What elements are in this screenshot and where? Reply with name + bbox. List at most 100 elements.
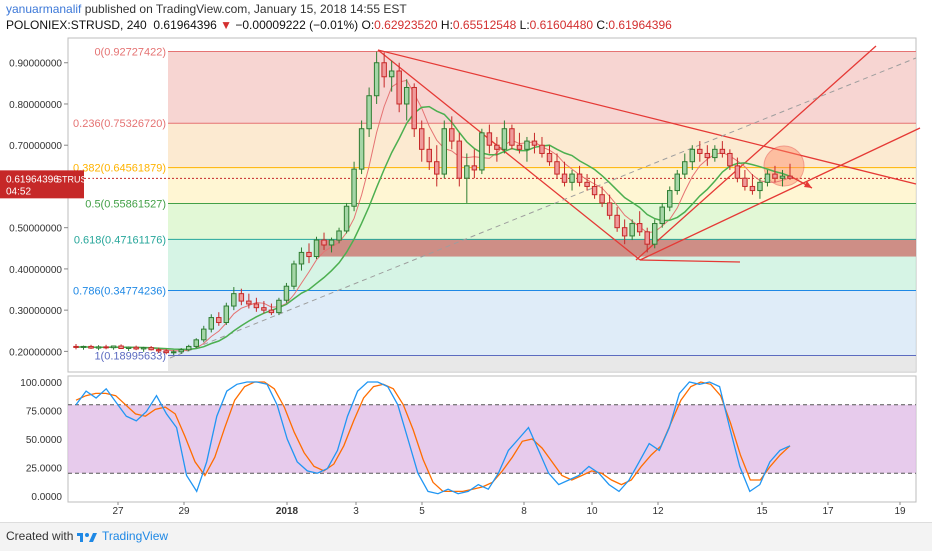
candle-body bbox=[667, 190, 673, 208]
candle-body bbox=[336, 230, 342, 241]
fib-band bbox=[168, 355, 916, 372]
y-tick-label: 0.90000000 bbox=[9, 59, 62, 70]
fib-band bbox=[168, 203, 916, 240]
trend-line bbox=[639, 259, 741, 263]
tradingview-logo-icon[interactable] bbox=[76, 530, 98, 544]
candle-body bbox=[125, 346, 132, 349]
fib-label-0.786: 0.786(0.34774236) bbox=[73, 285, 166, 297]
candle-body bbox=[291, 263, 297, 287]
fib-label-0: 0(0.92727422) bbox=[94, 46, 166, 58]
candle-body bbox=[486, 132, 493, 146]
candle-body bbox=[193, 339, 199, 347]
candle-body bbox=[591, 185, 598, 196]
price-badge-countdown: 04:52 bbox=[6, 186, 31, 197]
price-chart-svg[interactable]: 0(0.92727422) 0.236(0.75326720) 0.382(0.64… bbox=[0, 36, 932, 522]
candle-body bbox=[629, 223, 635, 237]
candle-body bbox=[689, 148, 696, 163]
trend-line bbox=[635, 45, 877, 261]
fib-label-0.382: 0.382(0.64561879) bbox=[73, 163, 166, 175]
price-badge bbox=[0, 170, 84, 199]
candle-body bbox=[554, 161, 560, 175]
candle-body bbox=[636, 223, 643, 233]
candle-body bbox=[539, 144, 545, 154]
candle-body bbox=[712, 148, 718, 159]
candle-body bbox=[516, 144, 523, 150]
candle-body bbox=[614, 214, 620, 229]
fib-label-1: 1(0.18995633) bbox=[94, 351, 166, 363]
candle-body bbox=[223, 305, 230, 324]
author-link[interactable]: yanuarmanalif bbox=[6, 2, 82, 16]
x-tick-label: 5 bbox=[419, 506, 425, 517]
candle-body bbox=[569, 173, 575, 183]
candle-body bbox=[283, 285, 290, 301]
candle-body bbox=[531, 140, 538, 146]
candle-body bbox=[682, 161, 688, 175]
candle-body bbox=[576, 173, 583, 183]
candle-body bbox=[764, 173, 771, 183]
candle-body bbox=[238, 293, 245, 302]
candle-body bbox=[779, 175, 786, 179]
chart-area[interactable]: 0(0.92727422) 0.236(0.75326720) 0.382(0.64… bbox=[0, 36, 932, 522]
candle-body bbox=[373, 62, 380, 97]
candle-body bbox=[606, 202, 613, 216]
candle-body bbox=[757, 181, 763, 192]
low-value: 0.61604480 bbox=[529, 18, 594, 32]
stoch-tick-label: 0.0000 bbox=[31, 492, 62, 503]
y-tick-label: 0.30000000 bbox=[9, 306, 62, 317]
candle-body bbox=[351, 168, 357, 207]
x-tick-label: 2018 bbox=[276, 506, 299, 517]
price-badge-value: 0.61964396 bbox=[6, 174, 59, 185]
trend-line bbox=[377, 49, 917, 185]
candle-body bbox=[396, 70, 402, 105]
candle-body bbox=[494, 144, 500, 150]
candle-body bbox=[163, 350, 169, 354]
candle-body bbox=[749, 185, 756, 192]
candle-body bbox=[479, 132, 485, 171]
x-tick-label: 29 bbox=[178, 506, 190, 517]
close-label: C: bbox=[596, 18, 609, 32]
created-with-text: Created with bbox=[6, 529, 74, 543]
x-tick-label: 12 bbox=[652, 506, 664, 517]
tradingview-brand[interactable]: TradingView bbox=[102, 529, 169, 543]
candle-body bbox=[103, 346, 109, 349]
trend-line bbox=[377, 49, 641, 261]
candle-body bbox=[441, 128, 448, 175]
candle-body bbox=[787, 175, 793, 179]
candle-body bbox=[155, 349, 162, 352]
candle-body bbox=[644, 231, 650, 245]
candle-body bbox=[201, 328, 207, 341]
fib-label-0.618: 0.618(0.47161176) bbox=[74, 234, 166, 246]
stoch-tick-label: 50.0000 bbox=[26, 435, 63, 446]
x-tick-label: 15 bbox=[756, 506, 768, 517]
chart-header: yanuarmanalif published on TradingView.c… bbox=[0, 0, 932, 36]
symbol-info: POLONIEX:STRUSD, 240 0.61964396 ▼ −0.000… bbox=[6, 18, 672, 32]
low-label: L: bbox=[519, 18, 530, 32]
open-label: O: bbox=[361, 18, 375, 32]
x-tick-label: 3 bbox=[353, 506, 359, 517]
candle-body bbox=[313, 239, 320, 258]
y-tick-label: 0.20000000 bbox=[9, 347, 62, 358]
candle-body bbox=[381, 62, 387, 78]
candle-body bbox=[772, 173, 778, 179]
fib-band bbox=[168, 51, 916, 124]
candle-body bbox=[80, 345, 87, 348]
y-tick-label: 0.70000000 bbox=[9, 141, 62, 152]
change-arrow-icon: ▼ bbox=[220, 18, 233, 32]
stoch-k-line bbox=[75, 381, 791, 495]
candle-body bbox=[253, 303, 260, 309]
x-tick-label: 19 bbox=[894, 506, 906, 517]
candle-body bbox=[509, 128, 515, 146]
candle-body bbox=[456, 140, 463, 179]
fib-label-0.5: 0.5(0.55861527) bbox=[85, 199, 166, 211]
candle-body bbox=[178, 349, 184, 353]
candle-body bbox=[464, 165, 470, 179]
x-tick-label: 17 bbox=[822, 506, 834, 517]
candle-body bbox=[561, 173, 568, 183]
candle-body bbox=[388, 70, 395, 78]
candle-body bbox=[216, 317, 222, 324]
fib-band bbox=[168, 167, 916, 204]
symbol-label[interactable]: POLONIEX:STRUSD, 240 bbox=[6, 18, 147, 32]
fib-label-0.236: 0.236(0.75326720) bbox=[73, 118, 166, 130]
candle-body bbox=[306, 251, 312, 258]
candle-body bbox=[366, 95, 372, 130]
